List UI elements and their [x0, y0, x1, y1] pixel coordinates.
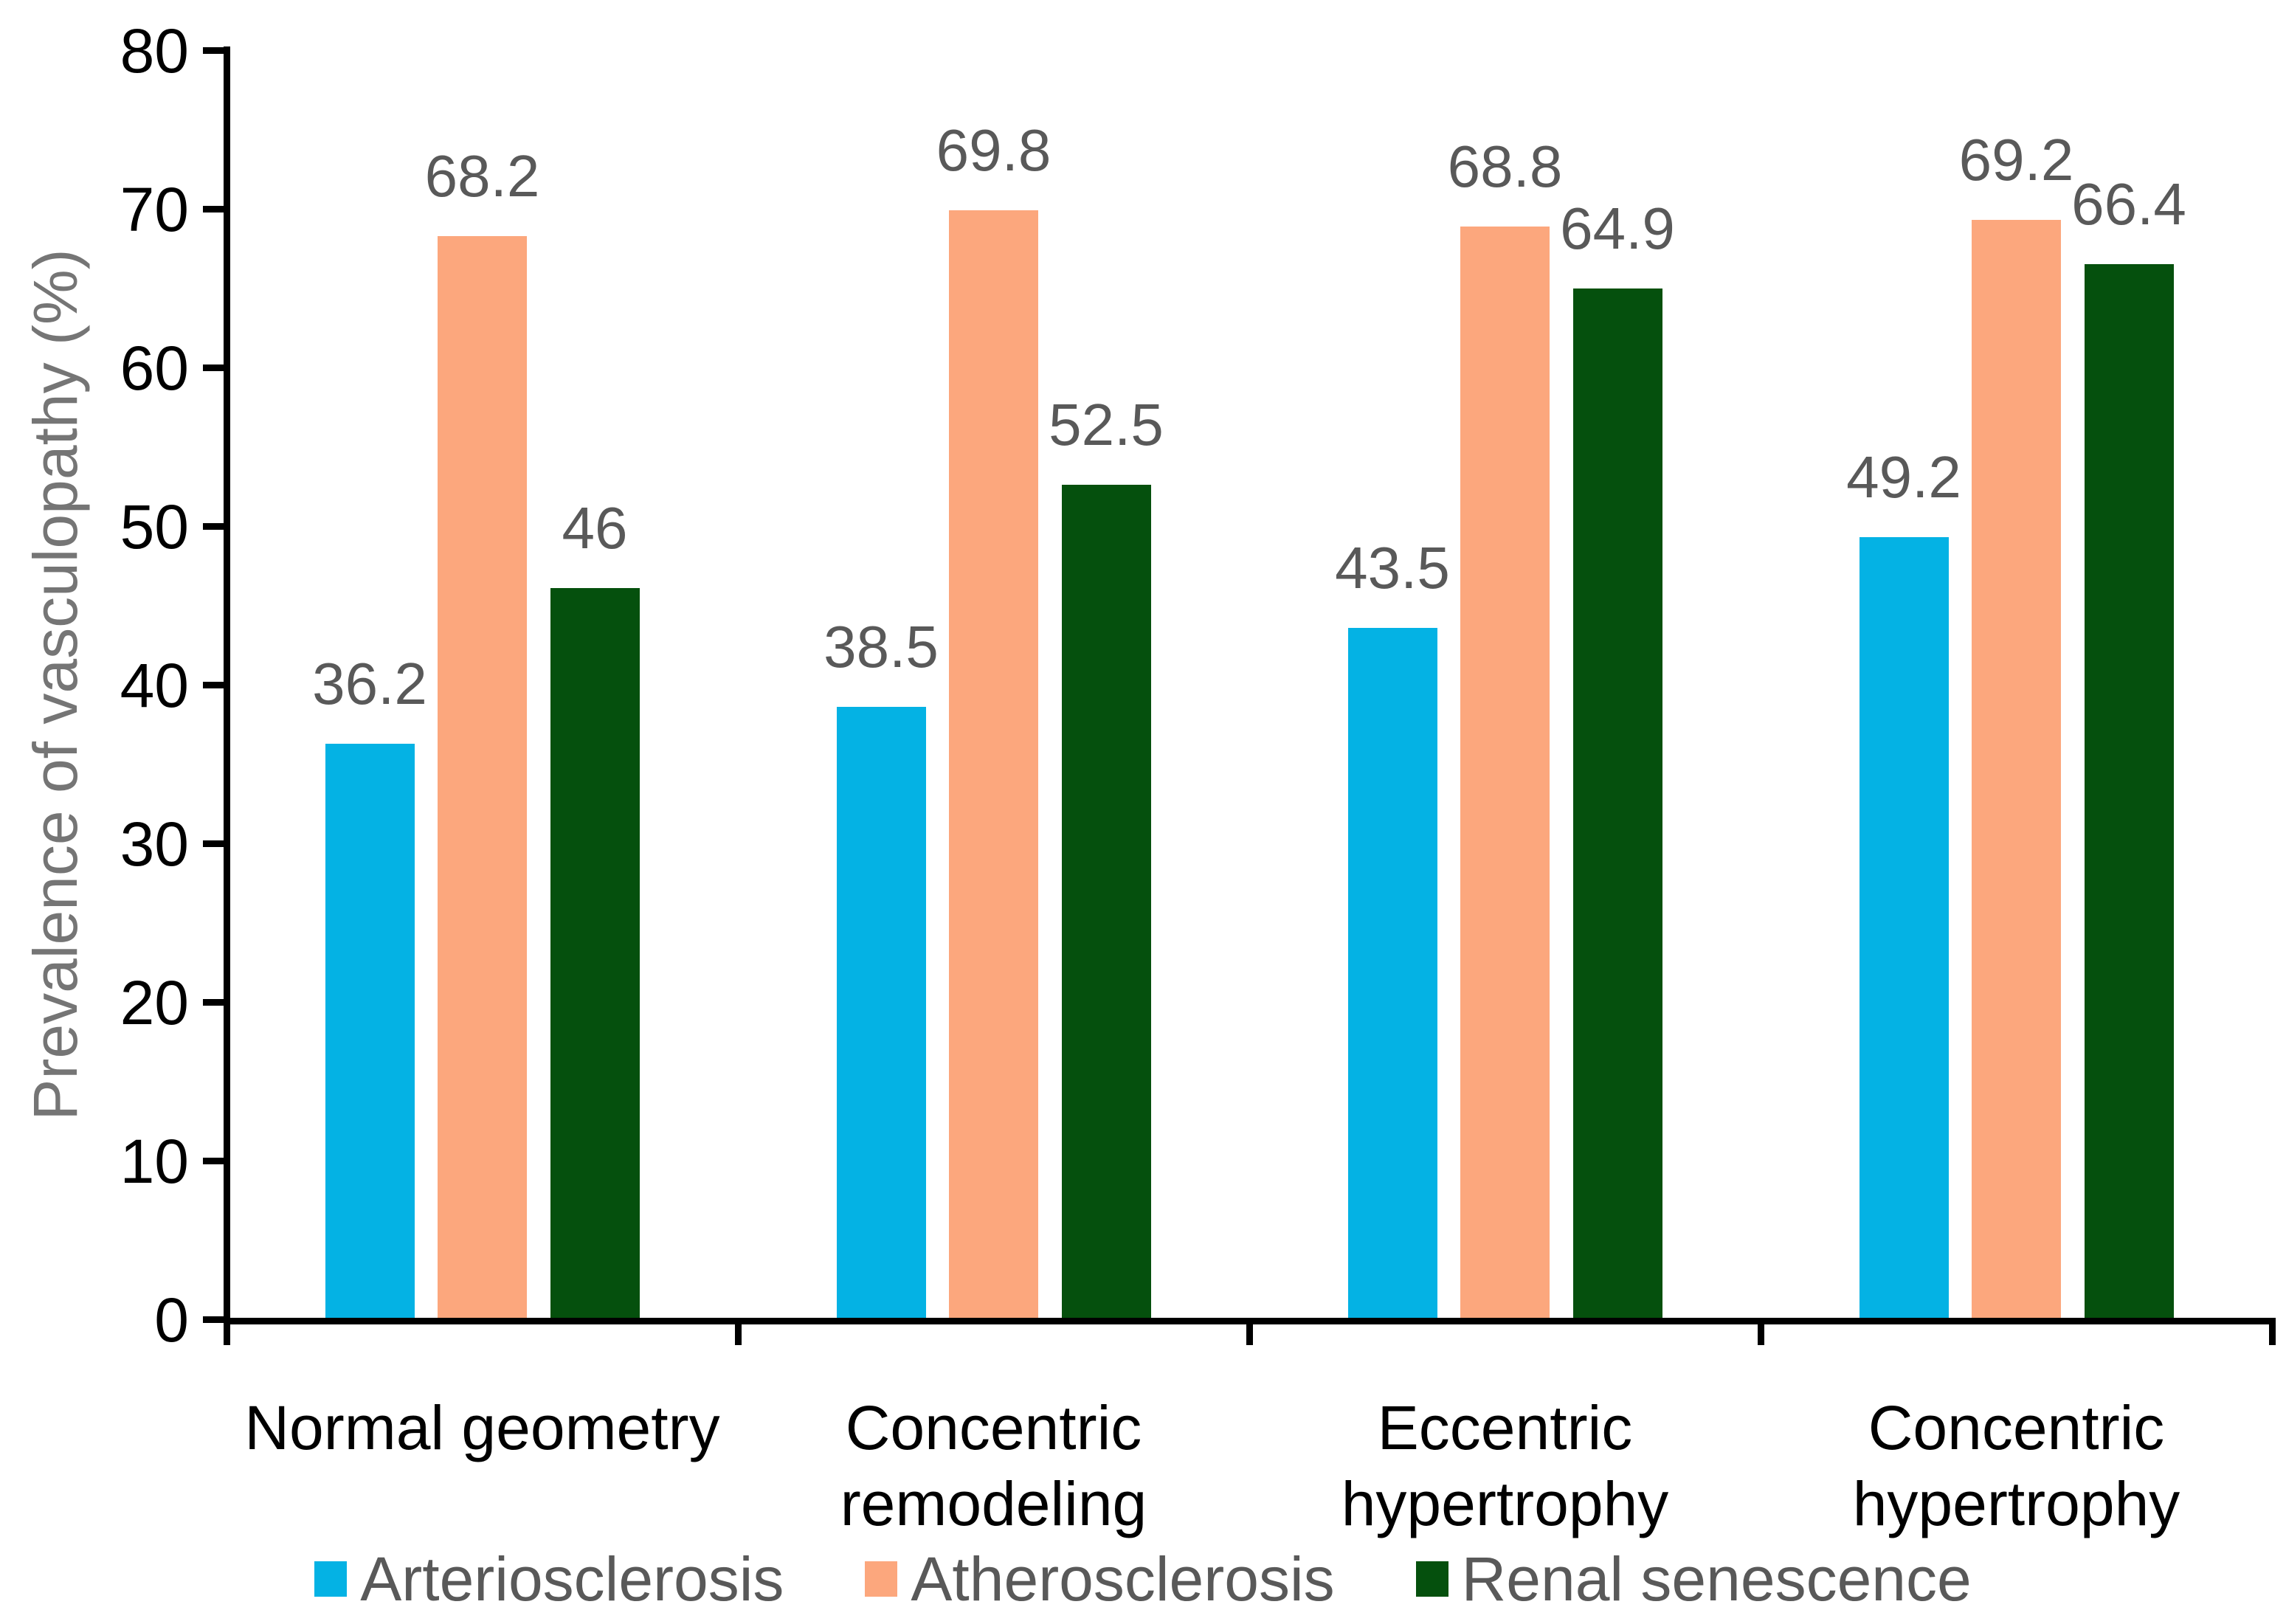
category-label-line: Concentric [845, 1393, 1142, 1462]
legend-label: Renal senescence [1461, 1544, 1972, 1614]
legend-item-renal-senescence: Renal senescence [1415, 1544, 1972, 1614]
x-tick [223, 1324, 230, 1345]
bar-renal-senescence-normal-geometry [550, 588, 640, 1318]
data-label-arteriosclerosis-eccentric-hypertrophy: 43.5 [1335, 534, 1450, 601]
category-label-line: hypertrophy [1341, 1469, 1669, 1538]
x-tick [1246, 1324, 1253, 1345]
y-tick [202, 206, 224, 212]
data-label-renal-senescence-eccentric-hypertrophy: 64.9 [1560, 195, 1675, 261]
y-tick-label: 80 [120, 15, 189, 86]
bar-arteriosclerosis-concentric-hypertrophy [1859, 537, 1949, 1318]
y-tick-label: 60 [120, 333, 189, 403]
y-tick [202, 840, 224, 847]
legend-swatch-icon [865, 1561, 898, 1597]
category-label-line: Normal geometry [244, 1393, 720, 1462]
y-tick [202, 999, 224, 1006]
x-tick [734, 1324, 742, 1345]
x-axis-line [223, 1318, 2276, 1324]
category-label-line: Concentric [1868, 1393, 2165, 1462]
data-label-arteriosclerosis-normal-geometry: 36.2 [312, 650, 427, 716]
category-label-eccentric-hypertrophy: Eccentric hypertrophy [1249, 1390, 1761, 1542]
legend-item-arteriosclerosis: Arteriosclerosis [314, 1548, 784, 1610]
category-label-normal-geometry: Normal geometry [227, 1390, 738, 1466]
legend-item-atherosclerosis: Atherosclerosis [865, 1544, 1335, 1614]
data-label-renal-senescence-concentric-hypertrophy: 66.4 [2071, 171, 2186, 238]
data-label-renal-senescence-concentric-remodeling: 52.5 [1049, 392, 1164, 458]
y-tick-label: 70 [120, 174, 189, 244]
category-label-line: remodeling [840, 1469, 1147, 1538]
data-label-renal-senescence-normal-geometry: 46 [562, 495, 628, 561]
legend-label: Arteriosclerosis [360, 1544, 784, 1614]
bar-atherosclerosis-concentric-remodeling [949, 210, 1038, 1318]
y-axis-line [223, 46, 230, 1324]
y-tick [202, 1158, 224, 1164]
bar-renal-senescence-eccentric-hypertrophy [1572, 288, 1662, 1318]
bar-arteriosclerosis-normal-geometry [325, 743, 415, 1318]
data-label-atherosclerosis-concentric-hypertrophy: 69.2 [1958, 127, 2074, 193]
category-label-concentric-remodeling: Concentric remodeling [738, 1390, 1249, 1542]
y-tick-label: 30 [120, 809, 189, 879]
bar-atherosclerosis-normal-geometry [438, 235, 527, 1318]
legend-label: Atherosclerosis [911, 1544, 1335, 1614]
category-label-concentric-hypertrophy: Concentric hypertrophy [1761, 1390, 2272, 1542]
bar-arteriosclerosis-eccentric-hypertrophy [1347, 627, 1437, 1318]
y-tick-label: 40 [120, 650, 189, 720]
y-tick [202, 47, 224, 54]
y-tick-label: 0 [154, 1285, 189, 1355]
data-label-atherosclerosis-eccentric-hypertrophy: 68.8 [1447, 133, 1563, 199]
bar-renal-senescence-concentric-remodeling [1061, 485, 1151, 1318]
data-label-arteriosclerosis-concentric-remodeling: 38.5 [823, 614, 939, 680]
legend-swatch-icon [1415, 1561, 1448, 1597]
bar-atherosclerosis-eccentric-hypertrophy [1460, 226, 1550, 1318]
y-tick [202, 523, 224, 530]
category-label-line: Eccentric [1377, 1393, 1633, 1462]
legend: Arteriosclerosis Atherosclerosis Renal sen… [0, 1548, 2286, 1610]
y-tick [202, 364, 224, 371]
x-tick [1757, 1324, 1764, 1345]
y-tick-label: 10 [120, 1126, 189, 1196]
bar-atherosclerosis-concentric-hypertrophy [1972, 220, 2061, 1318]
data-label-atherosclerosis-normal-geometry: 68.2 [424, 142, 540, 209]
y-tick-label: 20 [120, 967, 189, 1037]
bar-arteriosclerosis-concentric-remodeling [836, 707, 926, 1318]
y-tick [202, 682, 224, 688]
y-tick [202, 1316, 224, 1323]
data-label-arteriosclerosis-concentric-hypertrophy: 49.2 [1846, 444, 1961, 511]
data-label-atherosclerosis-concentric-remodeling: 69.8 [936, 117, 1052, 184]
bar-renal-senescence-concentric-hypertrophy [2084, 264, 2174, 1318]
legend-swatch-icon [314, 1561, 348, 1597]
category-label-line: hypertrophy [1852, 1469, 2180, 1538]
x-tick [2268, 1324, 2276, 1345]
y-tick-label: 50 [120, 491, 189, 562]
